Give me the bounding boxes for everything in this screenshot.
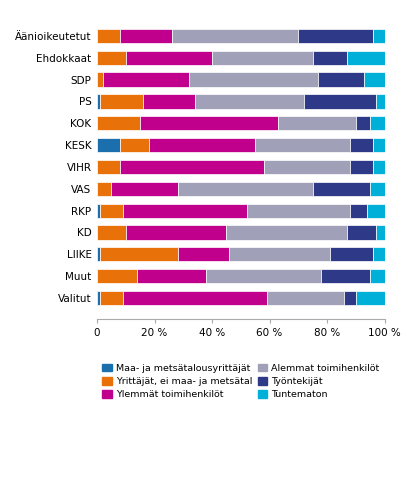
Bar [356,291,385,305]
Bar [370,182,385,196]
Bar [100,291,123,305]
Bar [97,225,126,240]
Bar [267,291,344,305]
Bar [226,225,347,240]
Bar [126,225,226,240]
Bar [97,269,137,283]
Bar [319,73,364,87]
Bar [247,204,350,218]
Bar [111,182,178,196]
Bar [97,73,103,87]
Bar [370,269,385,283]
Bar [97,116,140,131]
Bar [103,73,189,87]
Bar [137,269,206,283]
Bar [347,51,385,65]
Bar [370,116,385,131]
Legend: Maa- ja metsätalousyrittäjät, Yrittäjät, ei maa- ja metsätal, Ylemmät toimihenki: Maa- ja metsätalousyrittäjät, Yrittäjät,… [99,360,383,403]
Bar [373,160,385,174]
Bar [100,204,123,218]
Bar [373,247,385,261]
Bar [350,204,367,218]
Bar [97,247,100,261]
Bar [344,291,356,305]
Bar [97,182,111,196]
Bar [367,204,385,218]
Bar [347,225,376,240]
Bar [350,138,373,152]
Bar [189,73,319,87]
Bar [373,29,385,43]
Bar [97,138,120,152]
Bar [123,204,247,218]
Bar [97,160,120,174]
Bar [212,51,313,65]
Bar [178,247,229,261]
Bar [364,73,385,87]
Bar [304,94,376,109]
Bar [149,138,255,152]
Bar [356,116,370,131]
Bar [373,138,385,152]
Bar [97,204,100,218]
Bar [376,225,385,240]
Bar [313,51,347,65]
Bar [255,138,350,152]
Bar [143,94,195,109]
Bar [330,247,373,261]
Bar [120,160,264,174]
Bar [321,269,370,283]
Bar [178,182,313,196]
Bar [264,160,350,174]
Bar [97,51,126,65]
Bar [97,29,120,43]
Bar [172,29,298,43]
Bar [376,94,385,109]
Bar [120,138,149,152]
Bar [350,160,373,174]
Bar [195,94,304,109]
Bar [100,247,178,261]
Bar [123,291,267,305]
Bar [278,116,356,131]
Bar [100,94,143,109]
Bar [97,291,100,305]
Bar [206,269,321,283]
Bar [298,29,373,43]
Bar [120,29,172,43]
Bar [229,247,330,261]
Bar [126,51,212,65]
Bar [140,116,278,131]
Bar [97,94,100,109]
Bar [313,182,370,196]
